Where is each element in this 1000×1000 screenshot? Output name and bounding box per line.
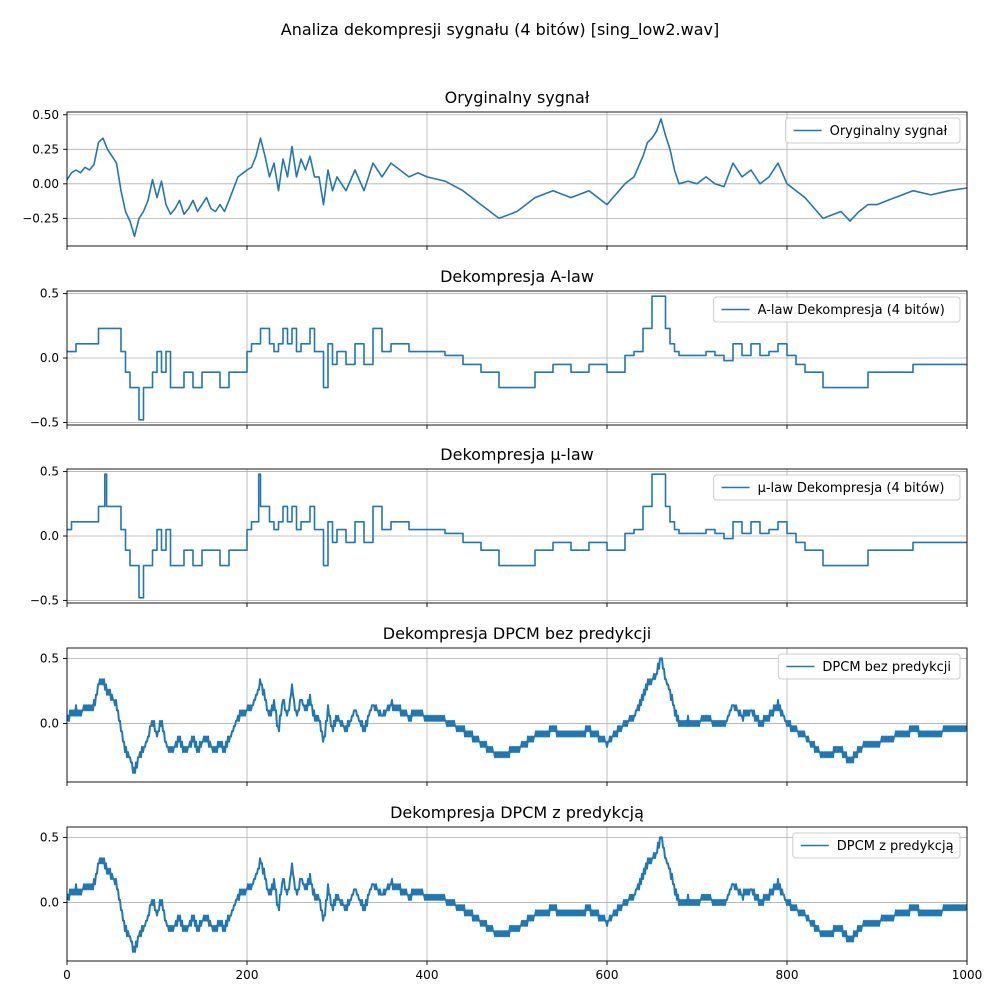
- axes-frame: [66, 826, 968, 962]
- subplot-4: Dekompresja DPCM bez predykcji 0.0 0.5 DPCM…: [40, 624, 968, 786]
- series-line: [67, 473, 967, 599]
- subplot-title: Oryginalny sygnał: [445, 88, 590, 107]
- legend-box: [713, 296, 961, 323]
- y-tick-label: 0.5: [40, 651, 59, 665]
- y-tick-label: 0.0: [40, 895, 59, 909]
- y-tick-label: 0.00: [32, 177, 59, 191]
- legend-box: [777, 653, 961, 680]
- y-tick-label: 0.0: [40, 529, 59, 543]
- subplot-1: Oryginalny sygnał −0.25 0.00 0.25 0.50 Orygin…: [22, 88, 968, 250]
- x-tick-label: 0: [63, 968, 71, 982]
- y-tick-label: 0.5: [40, 287, 59, 301]
- subplot-title: Dekompresja DPCM z predykcją: [390, 803, 644, 822]
- legend-label: A-law Dekompresja (4 bitów): [758, 303, 945, 318]
- subplot-title: Dekompresja μ-law: [440, 445, 593, 464]
- axes-frame: [66, 111, 968, 247]
- legend-label: μ-law Dekompresja (4 bitów): [758, 481, 945, 496]
- series-line: [67, 118, 967, 238]
- x-tick-label: 800: [776, 968, 799, 982]
- series-line: [67, 295, 967, 421]
- series-line: [67, 657, 967, 774]
- y-tick-label: 0.50: [32, 108, 59, 122]
- legend-box: [713, 474, 961, 501]
- x-tick-label: 200: [236, 968, 259, 982]
- y-tick-label: −0.25: [22, 211, 59, 225]
- x-tick-label: 400: [416, 968, 439, 982]
- subplots: Oryginalny sygnał−0.250.000.250.50Orygin…: [22, 88, 982, 982]
- series-line: [67, 836, 967, 953]
- legend-label: Oryginalny sygnał: [830, 124, 948, 139]
- subplot-5: Dekompresja DPCM z predykcją 0.0 0.5 0 200 40…: [40, 803, 982, 982]
- y-tick-label: 0.5: [40, 830, 59, 844]
- figure-suptitle: Analiza dekompresji sygnału (4 bitów) [s…: [281, 20, 719, 40]
- y-tick-label: −0.5: [30, 593, 59, 607]
- subplot-3: Dekompresja μ-law −0.5 0.0 0.5 μ-law Dekompr…: [30, 445, 968, 607]
- x-tick-label: 1000: [952, 968, 983, 982]
- legend-box: [785, 117, 961, 144]
- axes-frame: [66, 647, 968, 783]
- subplot-title: Dekompresja DPCM bez predykcji: [383, 624, 651, 643]
- subplot-2: Dekompresja A-law −0.5 0.0 0.5 A-law Dekompr…: [30, 267, 968, 429]
- y-tick-label: 0.0: [40, 351, 59, 365]
- y-tick-label: 0.25: [32, 142, 59, 156]
- subplot-title: Dekompresja A-law: [440, 267, 594, 286]
- y-tick-label: −0.5: [30, 415, 59, 429]
- legend-box: [792, 832, 961, 859]
- legend-label: DPCM z predykcją: [837, 839, 954, 854]
- y-tick-label: 0.5: [40, 465, 59, 479]
- legend-label: DPCM bez predykcji: [822, 660, 951, 675]
- x-tick-label: 600: [596, 968, 619, 982]
- y-tick-label: 0.0: [40, 716, 59, 730]
